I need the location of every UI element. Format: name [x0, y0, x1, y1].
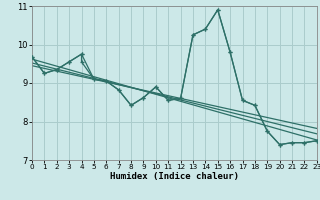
X-axis label: Humidex (Indice chaleur): Humidex (Indice chaleur) — [110, 172, 239, 181]
